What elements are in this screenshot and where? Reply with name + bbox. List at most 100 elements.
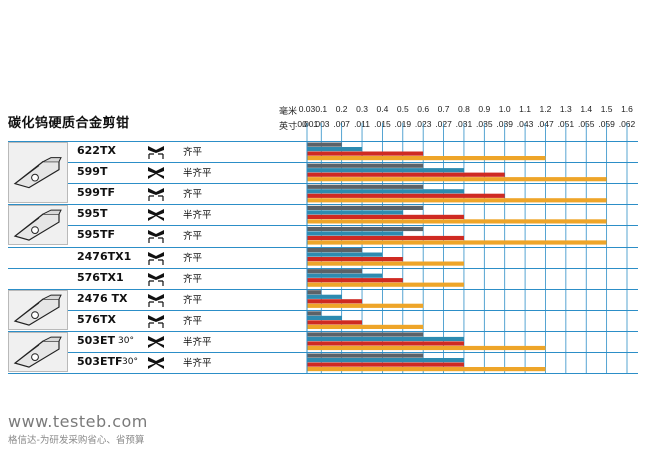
bar-2476tx1-s2: [307, 252, 383, 257]
bar-503et-s3: [307, 341, 464, 346]
bar-595tf-s2: [307, 231, 403, 236]
cut-type-label: 半齐平: [183, 358, 212, 369]
row-separator: [8, 204, 638, 206]
mm-tick-label: 0.9: [478, 104, 491, 114]
mm-tick-label: 0.1: [315, 104, 328, 114]
bar-576tx1-s1: [307, 269, 363, 274]
model-label: 599TF: [77, 186, 115, 200]
row-separator: [8, 309, 638, 311]
bar-503etf-s3: [307, 362, 464, 367]
cut-symbol-icon: [146, 165, 166, 181]
cut-symbol-icon: [146, 144, 166, 160]
mm-tick-label: 1.1: [519, 104, 531, 114]
mm-tick-label: 0.2: [335, 104, 348, 114]
mm-tick-label: 0.8: [458, 104, 470, 114]
cut-symbol-icon: [146, 313, 166, 329]
mm-tick-label: 1.2: [539, 104, 552, 114]
model-label: 576TX1: [77, 270, 124, 284]
model-label: 595TF: [77, 228, 115, 242]
cut-type-label: 半齐平: [183, 336, 212, 348]
model-label: 622TX: [77, 144, 116, 157]
bar-2476tx-s3: [307, 299, 363, 304]
mm-tick-label: 1.6: [621, 104, 633, 114]
bar-503etf-s1: [307, 353, 424, 358]
bar-595t-s1: [307, 205, 424, 210]
row-separator: [8, 330, 638, 332]
row-separator: [8, 141, 638, 142]
cut-symbol-icon: [146, 355, 166, 371]
cut-symbol-icon: [146, 228, 166, 244]
footer-tagline: 格信达-为研发采购省心、省预算: [8, 435, 145, 446]
inch-tick-label: .001: [301, 119, 319, 129]
mm-tick-label: 0.03: [298, 104, 316, 114]
bar-595tf-s1: [307, 226, 424, 232]
bar-599t-s2: [307, 168, 464, 173]
mm-tick-label: 1.5: [600, 104, 613, 114]
mm-tick-label: 1.4: [580, 104, 593, 114]
row-separator: [8, 352, 638, 353]
bar-2476tx1-s1: [307, 248, 363, 253]
angle-label: 30°: [118, 335, 134, 346]
bar-622tx-s2: [307, 147, 363, 152]
cut-type-label: 半齐平: [183, 210, 212, 222]
cut-type-label: 齐平: [183, 315, 203, 327]
bar-2476tx1-s4: [307, 261, 464, 266]
mm-tick-label: 0.6: [417, 104, 430, 114]
bar-503et-s1: [307, 332, 424, 337]
axis-label-inch: 英寸: [279, 122, 298, 132]
bar-595tf-s3: [307, 235, 464, 241]
mm-tick-label: 1.0: [498, 104, 511, 114]
model-label: 2476 TX: [77, 291, 128, 305]
bar-576tx-s2: [307, 315, 342, 320]
cutter-image: [8, 142, 68, 204]
bar-622tx-s3: [307, 151, 424, 156]
mm-tick-label: 0.7: [437, 104, 450, 114]
model-label: 2476TX1: [77, 249, 132, 263]
bar-2476tx-s2: [307, 294, 342, 299]
bar-622tx-s4: [307, 156, 546, 161]
cut-type-label: 半齐平: [183, 168, 212, 180]
cut-symbol-icon: [146, 250, 166, 266]
cut-type-label: 齐平: [183, 189, 203, 201]
cut-symbol-icon: [146, 292, 166, 308]
bar-595t-s2: [307, 210, 403, 215]
row-separator: [8, 162, 638, 164]
cut-type-label: 齐平: [183, 231, 203, 243]
bar-595t-s4: [307, 219, 607, 224]
row-separator: [8, 267, 638, 269]
cut-symbol-icon: [146, 334, 166, 350]
bar-599tf-s3: [307, 193, 505, 198]
cut-symbol-icon: [146, 186, 166, 202]
model-label: 595T: [77, 207, 108, 221]
bar-2476tx-s1: [307, 290, 322, 295]
footer-url[interactable]: www.testeb.com: [8, 412, 148, 431]
model-label: 599T: [77, 165, 108, 179]
angle-label: 30°: [122, 357, 138, 367]
mm-tick-label: 1.3: [559, 104, 572, 114]
cut-type-label: 齐平: [183, 252, 203, 264]
cutter-image: [8, 205, 68, 246]
bar-576tx1-s3: [307, 278, 403, 283]
axis-label-mm: 毫米: [279, 107, 298, 117]
row-separator: [8, 246, 638, 248]
mm-tick-label: 0.5: [396, 104, 409, 114]
bar-576tx1-s2: [307, 273, 383, 278]
bar-576tx-s4: [307, 324, 424, 329]
bar-599tf-s1: [307, 184, 424, 189]
bar-503etf-s4: [307, 367, 546, 372]
bar-503etf-s2: [307, 358, 464, 363]
row-separator: [8, 225, 638, 227]
cutter-image: [8, 331, 68, 373]
bar-599tf-s2: [307, 189, 464, 194]
row-separator: [8, 373, 638, 375]
bar-599t-s1: [307, 163, 424, 168]
model-label: 576TX: [77, 312, 116, 326]
cut-type-label: 齐平: [183, 273, 203, 285]
model-label: 503ETF: [77, 355, 123, 368]
bar-503et-s2: [307, 336, 464, 342]
bar-2476tx1-s3: [307, 257, 403, 262]
cut-type-label: 齐平: [183, 147, 203, 158]
mm-tick-label: 0.4: [376, 104, 389, 114]
